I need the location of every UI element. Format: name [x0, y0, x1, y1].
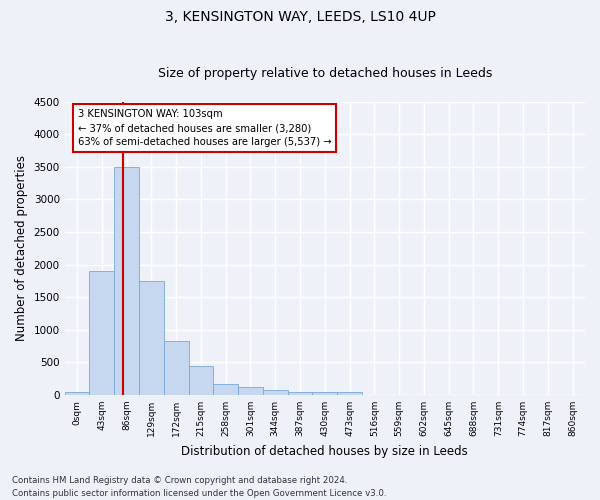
Bar: [139, 281, 164, 395]
Bar: [313, 392, 337, 395]
Bar: [89, 271, 114, 395]
Bar: [287, 392, 313, 395]
X-axis label: Distribution of detached houses by size in Leeds: Distribution of detached houses by size …: [181, 444, 468, 458]
Text: Contains HM Land Registry data © Crown copyright and database right 2024.
Contai: Contains HM Land Registry data © Crown c…: [12, 476, 386, 498]
Bar: [164, 341, 188, 395]
Bar: [65, 392, 89, 395]
Bar: [337, 392, 362, 395]
Bar: [263, 390, 287, 395]
Text: 3 KENSINGTON WAY: 103sqm
← 37% of detached houses are smaller (3,280)
63% of sem: 3 KENSINGTON WAY: 103sqm ← 37% of detach…: [77, 110, 331, 148]
Bar: [188, 366, 214, 395]
Bar: [114, 166, 139, 395]
Title: Size of property relative to detached houses in Leeds: Size of property relative to detached ho…: [158, 66, 492, 80]
Y-axis label: Number of detached properties: Number of detached properties: [15, 155, 28, 341]
Bar: [214, 384, 238, 395]
Text: 3, KENSINGTON WAY, LEEDS, LS10 4UP: 3, KENSINGTON WAY, LEEDS, LS10 4UP: [164, 10, 436, 24]
Bar: [238, 387, 263, 395]
